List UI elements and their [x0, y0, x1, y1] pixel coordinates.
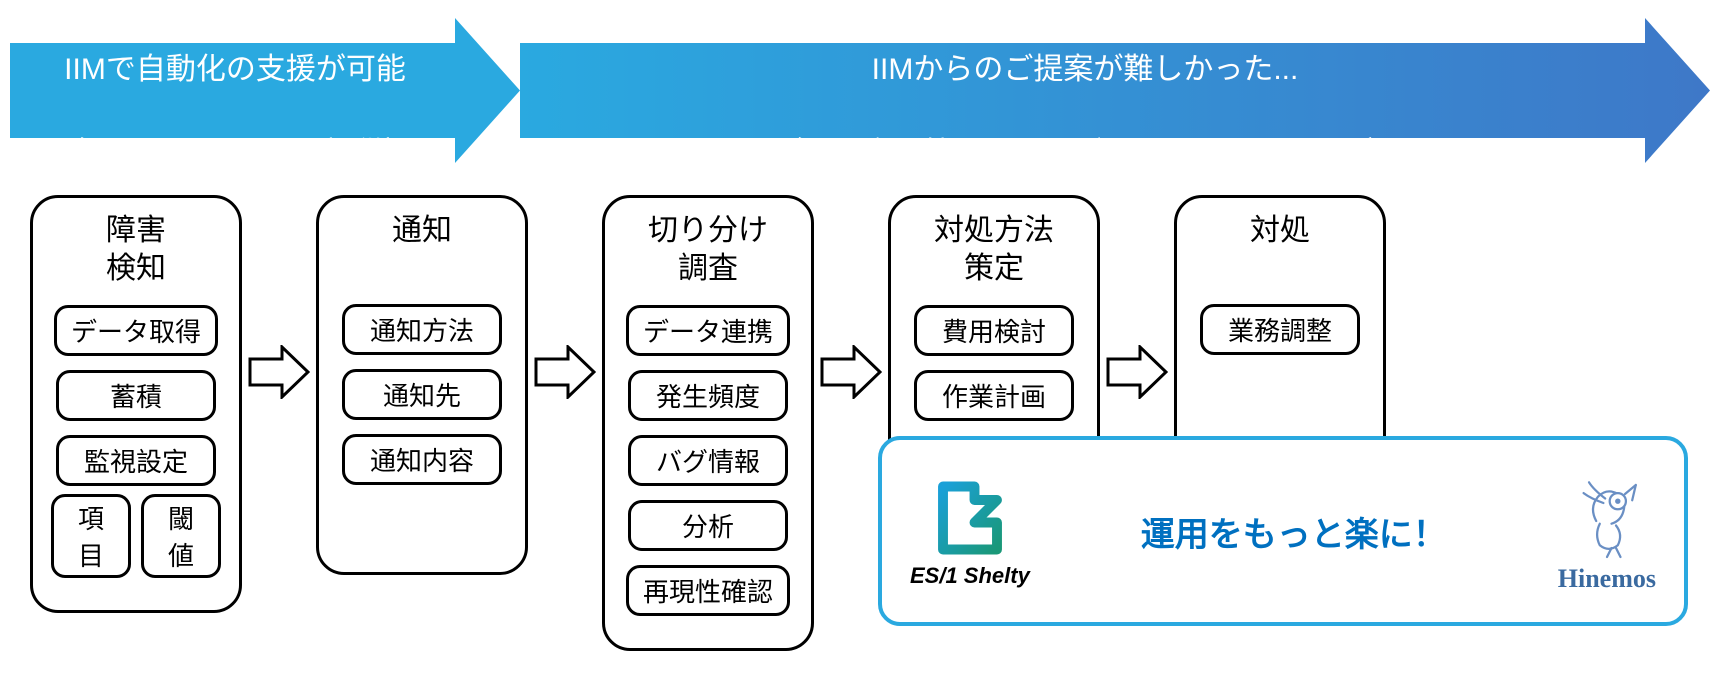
callout-box: ES/1 Shelty 運用をもっと楽に！ Hinemos [878, 436, 1688, 626]
pill-frequency: 発生頻度 [628, 370, 788, 421]
pill-analysis: 分析 [628, 500, 788, 551]
pill-accumulation: 蓄積 [56, 370, 216, 421]
esi-shelty-icon [925, 473, 1015, 563]
stage-notification: 通知 通知方法 通知先 通知内容 [316, 195, 528, 575]
pill-data-link: データ連携 [626, 305, 790, 356]
connector-arrow-icon [1106, 345, 1168, 399]
callout-text: 運用をもっと楽に！ [1030, 507, 1558, 556]
pill-data-acquisition: データ取得 [54, 305, 218, 356]
connector-arrow-icon [820, 345, 882, 399]
subpills: 項目 閾値 [51, 494, 221, 592]
pill-item: 項目 [51, 494, 131, 578]
stage-title: 障害 検知 [106, 212, 166, 287]
banner-right: IIMからのご提案が難しかった... （やり方は教えられるが、うまくいかない..… [520, 18, 1710, 163]
banner-right-line2: （やり方は教えられるが、うまくいかない...） [773, 137, 1397, 170]
stage-title: 対処 [1250, 212, 1310, 250]
logo-esi-label: ES/1 Shelty [910, 563, 1030, 589]
connector-arrow-icon [534, 345, 596, 399]
banner-left-text: IIMで自動化の支援が可能 （ツール、ノウハウ提供） [55, 7, 415, 175]
pill-notify-target: 通知先 [342, 369, 502, 420]
connector-arrow-icon [248, 345, 310, 399]
logo-hinemos-label: Hinemos [1558, 564, 1656, 594]
logo-esi-shelty: ES/1 Shelty [910, 473, 1030, 589]
pill-cost-review: 費用検討 [914, 305, 1074, 356]
hinemos-mascot-icon [1562, 469, 1652, 564]
stage-title: 通知 [392, 212, 452, 250]
stage-fault-detection: 障害 検知 データ取得 蓄積 監視設定 項目 閾値 [30, 195, 242, 613]
stage-title: 切り分け 調査 [648, 212, 768, 287]
pill-reproducibility: 再現性確認 [626, 565, 790, 616]
banner-left: IIMで自動化の支援が可能 （ツール、ノウハウ提供） [10, 18, 520, 163]
top-arrow-banners: IIMで自動化の支援が可能 （ツール、ノウハウ提供） IIMからのご提案が難しか… [10, 18, 1710, 163]
stage-investigation: 切り分け 調査 データ連携 発生頻度 バグ情報 分析 再現性確認 [602, 195, 814, 651]
pill-notify-method: 通知方法 [342, 304, 502, 355]
banner-left-line1: IIMで自動化の支援が可能 [64, 53, 406, 86]
stage-title: 対処方法 策定 [934, 212, 1054, 287]
pill-bug-info: バグ情報 [628, 435, 788, 486]
logo-hinemos: Hinemos [1558, 469, 1656, 594]
pill-work-plan: 作業計画 [914, 370, 1074, 421]
pill-monitoring-setting: 監視設定 [56, 435, 216, 486]
banner-left-line2: （ツール、ノウハウ提供） [55, 137, 415, 170]
banner-right-text: IIMからのご提案が難しかった... （やり方は教えられるが、うまくいかない..… [773, 7, 1397, 175]
pill-threshold: 閾値 [141, 494, 221, 578]
pill-notify-content: 通知内容 [342, 434, 502, 485]
banner-right-line1: IIMからのご提案が難しかった... [872, 53, 1299, 86]
pill-business-adjustment: 業務調整 [1200, 304, 1360, 355]
